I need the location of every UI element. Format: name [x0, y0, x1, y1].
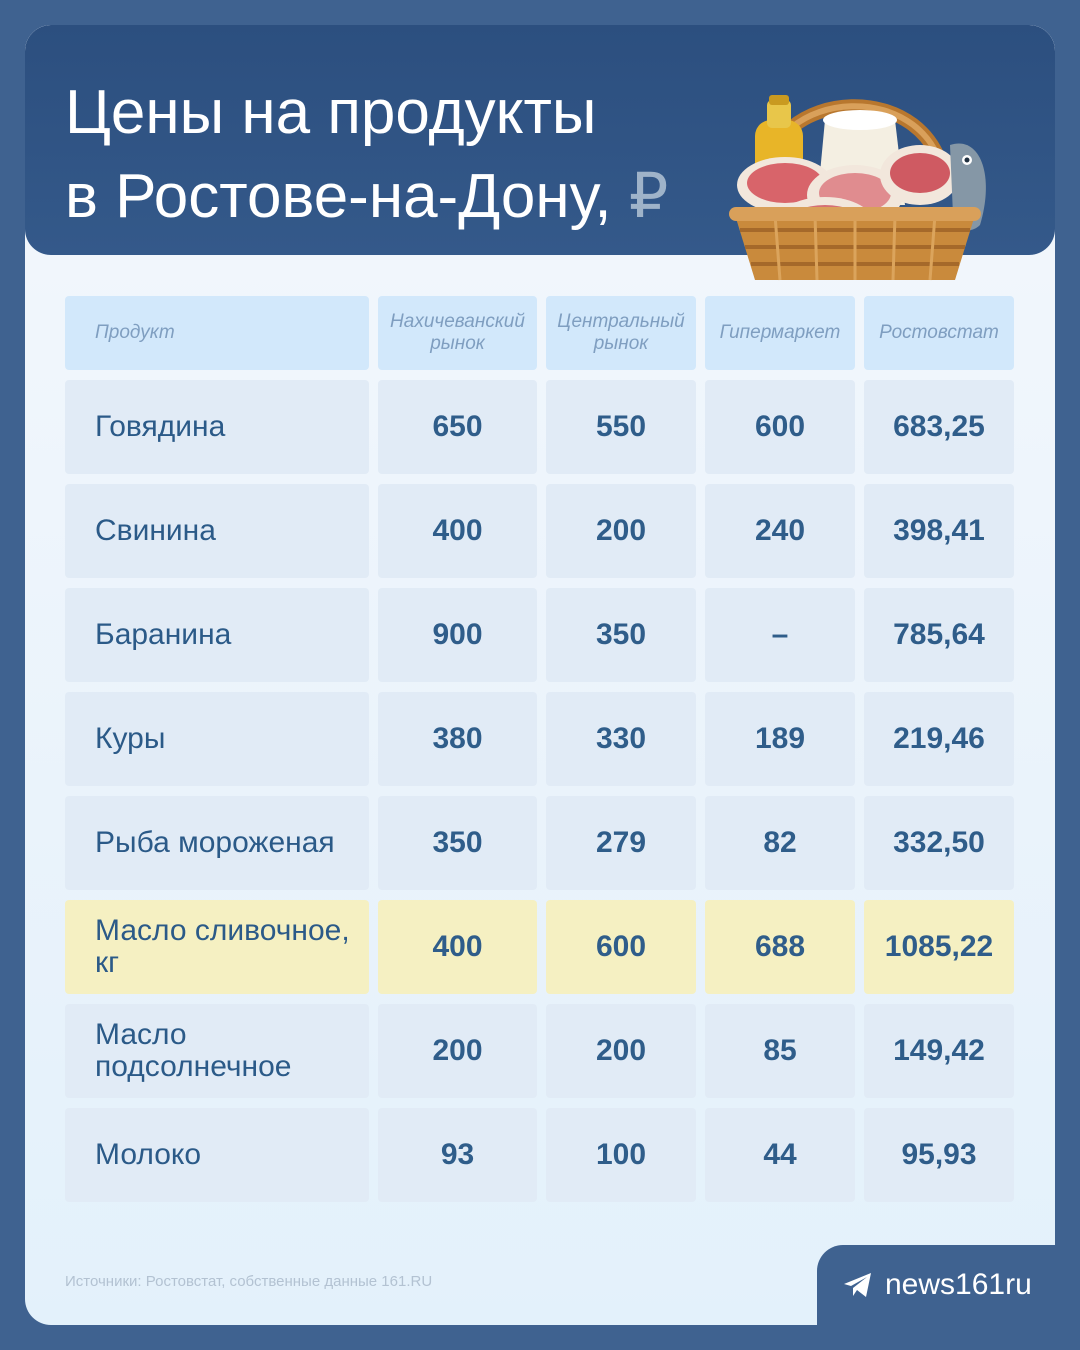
- price-rosstat: 149,42: [864, 1004, 1014, 1098]
- price-central: 100: [546, 1108, 696, 1202]
- product-name: Баранина: [65, 588, 369, 682]
- brand-label: news161ru: [885, 1268, 1032, 1301]
- product-name: Масло подсолнечное: [65, 1004, 369, 1098]
- price-nakhichevan: 900: [378, 588, 537, 682]
- price-central: 550: [546, 380, 696, 474]
- column-header-product: Продукт: [65, 296, 369, 370]
- telegram-channel-link[interactable]: news161ru: [817, 1245, 1055, 1325]
- price-rosstat: 683,25: [864, 380, 1014, 474]
- column-header-hypermarket: Гипермаркет: [705, 296, 855, 370]
- price-hypermarket: 240: [705, 484, 855, 578]
- product-name: Говядина: [65, 380, 369, 474]
- table-row: Свинина 400 200 240 398,41: [65, 484, 1014, 578]
- column-header-central: Центральный рынок: [546, 296, 696, 370]
- column-header-nakhichevan: Нахичеванский рынок: [378, 296, 537, 370]
- title-line-2: в Ростове-на-Дону, ₽: [65, 155, 668, 239]
- table-row-highlighted: Масло сливочное, кг 400 600 688 1085,22: [65, 900, 1014, 994]
- price-central: 200: [546, 484, 696, 578]
- price-rosstat: 95,93: [864, 1108, 1014, 1202]
- price-hypermarket: 189: [705, 692, 855, 786]
- title-line-2-text: в Ростове-на-Дону,: [65, 162, 612, 231]
- price-rosstat: 219,46: [864, 692, 1014, 786]
- page-title: Цены на продукты в Ростове-на-Дону, ₽: [65, 71, 668, 239]
- price-nakhichevan: 350: [378, 796, 537, 890]
- table-row: Масло подсолнечное 200 200 85 149,42: [65, 1004, 1014, 1098]
- brand-tab: [817, 1245, 1080, 1350]
- price-rosstat: 398,41: [864, 484, 1014, 578]
- price-nakhichevan: 93: [378, 1108, 537, 1202]
- price-hypermarket: 82: [705, 796, 855, 890]
- price-hypermarket: 600: [705, 380, 855, 474]
- infographic-card: Цены на продукты в Ростове-на-Дону, ₽: [25, 25, 1055, 1325]
- source-note: Источники: Ростовстат, собственные данны…: [65, 1273, 433, 1290]
- price-rosstat: 332,50: [864, 796, 1014, 890]
- table-row: Молоко 93 100 44 95,93: [65, 1108, 1014, 1202]
- table-row: Баранина 900 350 – 785,64: [65, 588, 1014, 682]
- product-name: Молоко: [65, 1108, 369, 1202]
- table-header-row: Продукт Нахичеванский рынок Центральный …: [65, 296, 1014, 370]
- price-rosstat: 785,64: [864, 588, 1014, 682]
- price-nakhichevan: 400: [378, 484, 537, 578]
- price-hypermarket: 44: [705, 1108, 855, 1202]
- product-name: Свинина: [65, 484, 369, 578]
- price-nakhichevan: 380: [378, 692, 537, 786]
- price-central: 279: [546, 796, 696, 890]
- ruble-icon: ₽: [628, 162, 669, 231]
- title-line-1: Цены на продукты: [65, 78, 597, 147]
- price-nakhichevan: 400: [378, 900, 537, 994]
- price-central: 600: [546, 900, 696, 994]
- price-central: 200: [546, 1004, 696, 1098]
- price-hypermarket: 688: [705, 900, 855, 994]
- price-hypermarket: –: [705, 588, 855, 682]
- product-name: Масло сливочное, кг: [65, 900, 369, 994]
- price-rosstat: 1085,22: [864, 900, 1014, 994]
- price-nakhichevan: 200: [378, 1004, 537, 1098]
- column-header-rosstat: Ростовстат: [864, 296, 1014, 370]
- product-name: Куры: [65, 692, 369, 786]
- product-name: Рыба мороженая: [65, 796, 369, 890]
- telegram-icon: [844, 1273, 871, 1297]
- table-row: Говядина 650 550 600 683,25: [65, 380, 1014, 474]
- table-row: Куры 380 330 189 219,46: [65, 692, 1014, 786]
- price-central: 350: [546, 588, 696, 682]
- price-nakhichevan: 650: [378, 380, 537, 474]
- price-hypermarket: 85: [705, 1004, 855, 1098]
- grocery-basket-illustration: [729, 95, 986, 281]
- price-central: 330: [546, 692, 696, 786]
- table-row: Рыба мороженая 350 279 82 332,50: [65, 796, 1014, 890]
